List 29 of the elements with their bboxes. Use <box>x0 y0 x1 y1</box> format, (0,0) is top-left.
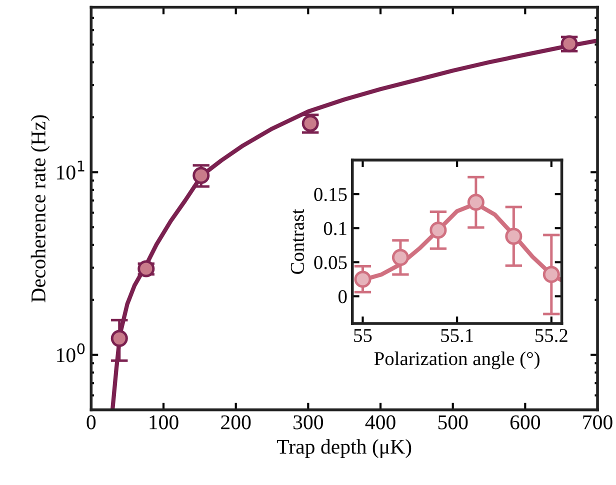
y-axis-title: Contrast <box>290 208 304 274</box>
x-tick-label: 200 <box>221 415 251 430</box>
x-tick-label: 700 <box>583 415 612 430</box>
point <box>430 222 447 239</box>
x-tick-label: 0 <box>86 415 96 430</box>
x-axis-title: Trap depth (μK) <box>277 439 412 458</box>
point <box>110 330 128 347</box>
y-tick-label: 10$^{1}$ <box>57 160 84 180</box>
x-tick-label: 500 <box>438 415 468 430</box>
y-axis-title: Decoherence rate (Hz) <box>30 115 50 302</box>
x-tick-label: 55.2 <box>536 328 568 342</box>
x-tick-label: 100 <box>150 415 178 430</box>
point <box>354 270 372 288</box>
y-tick-label: 0.05 <box>314 256 347 270</box>
point <box>542 266 560 283</box>
y-tick-label: 0.1 <box>324 222 346 236</box>
point <box>505 228 522 245</box>
point <box>392 248 409 266</box>
x-tick-label: 300 <box>294 415 324 430</box>
x-tick-label: 55.1 <box>441 329 473 342</box>
point <box>467 194 484 211</box>
point <box>192 166 210 184</box>
y-tick-label: 0 <box>338 290 347 304</box>
y-tick-label: 0.15 <box>314 188 347 202</box>
x-tick-label: 400 <box>365 415 396 430</box>
y-tick-label: 10$^{0}$ <box>57 343 85 362</box>
x-tick-label: 600 <box>510 415 540 430</box>
x-tick-label: 55 <box>354 329 372 342</box>
x-axis-title: Polarization angle (°) <box>374 352 540 370</box>
